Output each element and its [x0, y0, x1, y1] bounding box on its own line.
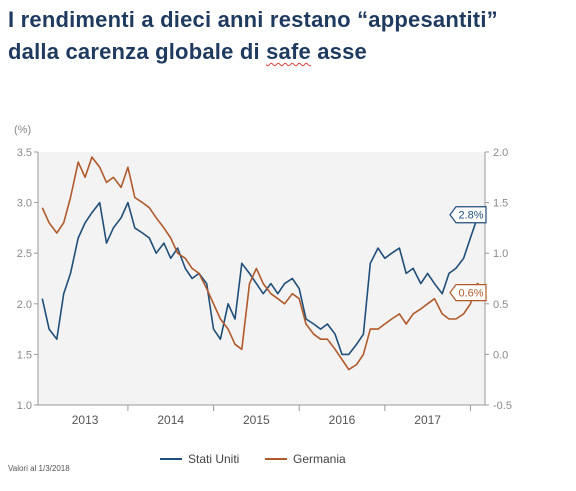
left-tick-label: 3.5: [17, 147, 32, 159]
end-tag-box-us: [449, 206, 487, 224]
end-tag-label-us: 2.8%: [458, 210, 483, 222]
series-layer: [41, 156, 486, 371]
end-labels: 2.8% 0.6%: [449, 206, 487, 302]
x-tick-label: 2015: [243, 413, 270, 427]
spellcheck-word: safe: [266, 39, 311, 64]
left-tick-label: 3.0: [17, 198, 32, 210]
x-tick-label: 2013: [72, 413, 99, 427]
end-tag-box-germany: [449, 284, 487, 302]
series-line-germany: [41, 156, 486, 371]
right-tick-label: 0.5: [493, 299, 508, 311]
page-title: I rendimenti a dieci anni restano “appes…: [8, 4, 568, 68]
title-line-2-text: dalla carenza globale di: [8, 39, 267, 64]
left-tick-label: 1.0: [17, 400, 32, 412]
legend-label-germany: Germania: [293, 452, 346, 466]
left-tick-label: 2.0: [17, 299, 32, 311]
footnote: Valori al 1/3/2018: [8, 464, 70, 473]
legend-label-us: Stati Uniti: [188, 452, 239, 466]
left-axis: 3.5 3.0 2.5 2.0 1.5 1.0: [17, 147, 39, 412]
left-axis-unit: (%): [14, 124, 31, 136]
right-tick-label: -0.5: [493, 400, 512, 412]
title-line-2: dalla carenza globale di safe asse: [8, 36, 568, 68]
title-line-2-end: asse: [310, 39, 367, 64]
right-tick-label: 2.0: [493, 147, 508, 159]
right-tick-label: 1.0: [493, 248, 508, 260]
right-tick-label: 0.0: [493, 349, 508, 361]
x-tick-label: 2014: [157, 413, 184, 427]
x-axis: 2013 2014 2015 2016 2017: [38, 404, 485, 427]
right-tick-label: 1.5: [493, 198, 508, 210]
right-axis: 2.0 1.5 1.0 0.5 0.0 -0.5: [484, 147, 512, 412]
legend: Stati Uniti Germania: [160, 452, 346, 466]
end-tag-label-germany: 0.6%: [458, 288, 483, 300]
x-tick-label: 2017: [414, 413, 441, 427]
left-tick-label: 1.5: [17, 349, 32, 361]
series-line-us: [41, 201, 486, 356]
left-tick-label: 2.5: [17, 248, 32, 260]
title-line-1: I rendimenti a dieci anni restano “appes…: [8, 7, 498, 32]
x-tick-label: 2016: [329, 413, 356, 427]
